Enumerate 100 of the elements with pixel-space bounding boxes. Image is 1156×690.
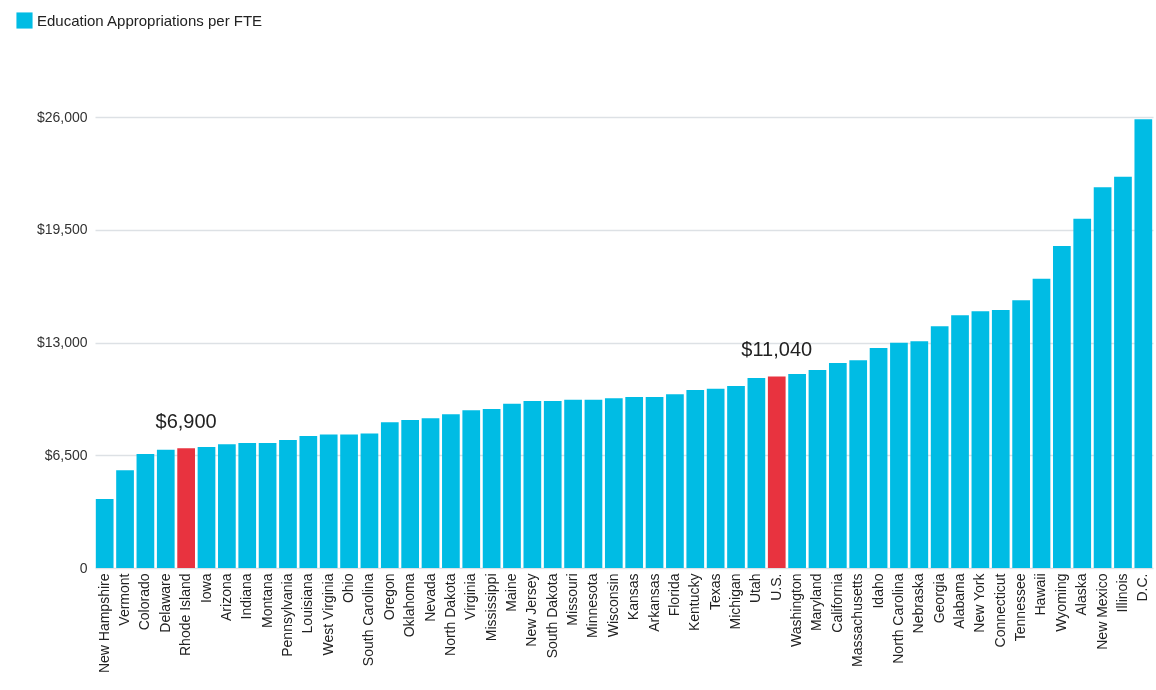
bar [1073, 218, 1092, 568]
bar [1093, 187, 1112, 568]
bar [584, 399, 603, 568]
x-tick-label: New York [971, 572, 988, 633]
x-tick-label: Nevada [421, 573, 438, 622]
y-tick-label: $6,500 [44, 446, 88, 463]
bar [116, 470, 134, 568]
bar [380, 422, 399, 568]
bar [319, 434, 338, 568]
x-tick-label: Utah [747, 573, 764, 604]
y-tick-label: 0 [79, 559, 88, 576]
bar [686, 390, 705, 568]
x-tick-label: Ohio [340, 573, 357, 604]
bar [95, 498, 114, 568]
x-tick-label: New Jersey [523, 573, 540, 647]
bar [767, 376, 786, 568]
x-tick-label: Kansas [625, 573, 642, 621]
bar [1134, 119, 1153, 568]
bar [482, 408, 501, 568]
bar [666, 394, 684, 568]
bar [788, 374, 806, 568]
bar [503, 403, 521, 568]
x-tick-label: North Dakota [441, 573, 458, 656]
x-tick-label: Hawaii [1032, 573, 1049, 616]
x-tick-label: Indiana [238, 573, 255, 620]
bar [706, 388, 725, 568]
legend-label: Education Appropriations per FTE [37, 11, 263, 29]
bar [1012, 300, 1030, 568]
bar [360, 433, 379, 568]
x-tick-label: North Carolina [889, 573, 906, 664]
x-tick-label: Colorado [136, 573, 153, 631]
bar [523, 400, 542, 568]
bar [1053, 246, 1071, 568]
x-tick-label: Alabama [951, 573, 968, 629]
bar [564, 399, 582, 568]
x-tick-label: Louisiana [299, 573, 316, 634]
bar [197, 446, 216, 568]
bar [258, 442, 277, 568]
bar [156, 449, 175, 568]
x-tick-label: California [828, 573, 845, 633]
bar [421, 418, 440, 568]
x-tick-label: Tennessee [1012, 573, 1029, 642]
x-tick-label: D.C. [1134, 573, 1151, 602]
bar [747, 378, 766, 568]
bar [340, 434, 358, 568]
x-tick-label: New Mexico [1093, 573, 1110, 650]
bar [442, 414, 460, 568]
x-tick-label: Texas [706, 573, 723, 611]
x-tick-label: Oregon [380, 573, 397, 621]
x-tick-label: Maine [502, 573, 519, 612]
y-tick-label: $13,000 [36, 334, 88, 350]
bar [727, 386, 745, 568]
bar [462, 410, 481, 568]
bar [401, 420, 420, 568]
y-tick-label: $19,500 [36, 221, 88, 238]
x-tick-label: West Virginia [319, 573, 336, 656]
x-tick-label: Maryland [808, 573, 825, 632]
x-tick-label: Kentucky [686, 573, 703, 632]
x-tick-label: Oklahoma [401, 573, 418, 638]
x-tick-label: Florida [665, 573, 682, 617]
bar [910, 341, 929, 568]
bar [951, 315, 969, 568]
data-label: $6,900 [155, 410, 217, 433]
bar [849, 360, 868, 568]
x-tick-label: Iowa [197, 573, 214, 604]
x-tick-label: Illinois [1113, 573, 1130, 613]
x-tick-label: Alaska [1073, 573, 1090, 616]
bar [625, 396, 644, 568]
x-tick-label: Wyoming [1052, 573, 1069, 632]
x-tick-label: U.S. [767, 573, 784, 601]
x-tick-label: South Dakota [543, 573, 560, 659]
x-tick-label: Arkansas [645, 573, 662, 632]
x-tick-label: Pennsylvania [278, 573, 295, 657]
bar [279, 439, 297, 568]
bar [1032, 278, 1051, 568]
x-tick-label: Mississippi [482, 573, 499, 642]
bar [971, 311, 990, 568]
x-tick-label: Missouri [564, 573, 581, 626]
x-tick-label: Montana [258, 573, 275, 628]
x-tick-label: Massachusetts [849, 573, 866, 667]
x-tick-label: Connecticut [991, 573, 1008, 648]
x-tick-label: Idaho [869, 573, 886, 609]
x-tick-label: Rhode Island [177, 573, 194, 657]
x-tick-label: Nebraska [910, 573, 927, 634]
x-tick-label: Delaware [156, 573, 173, 633]
bar [828, 362, 847, 568]
x-tick-label: New Hampshire [95, 573, 112, 674]
bar [218, 444, 236, 568]
x-tick-label: Vermont [116, 573, 133, 626]
bar [604, 398, 623, 568]
x-tick-label: Minnesota [584, 573, 601, 639]
bar [177, 448, 195, 568]
bar [645, 396, 664, 568]
x-tick-label: Georgia [930, 573, 947, 624]
bar [890, 342, 908, 568]
data-label: $11,040 [741, 338, 813, 361]
bar [299, 436, 318, 568]
x-tick-label: Arizona [217, 573, 234, 621]
x-tick-label: Washington [788, 573, 805, 647]
bar [136, 454, 155, 568]
